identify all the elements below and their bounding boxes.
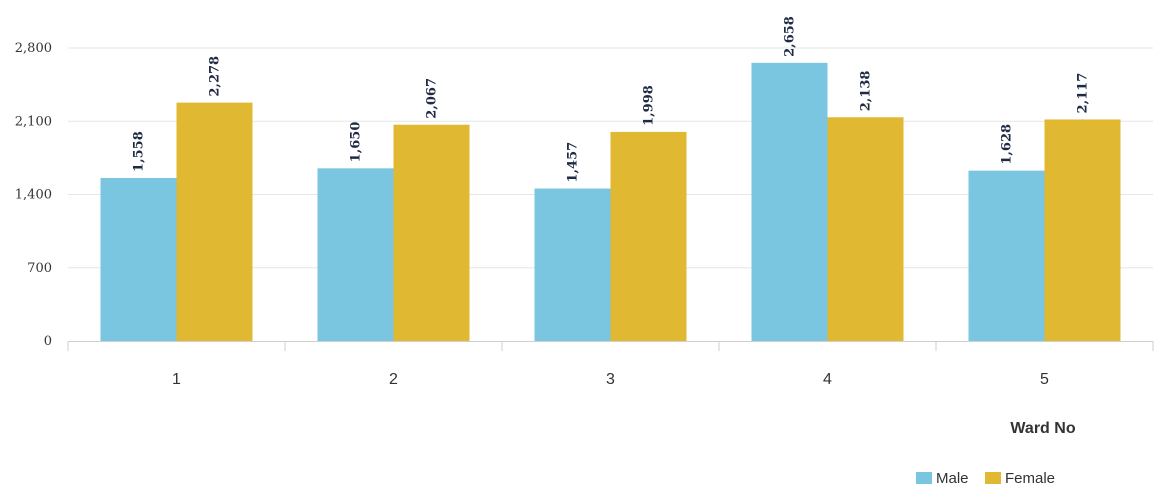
bar-female[interactable] xyxy=(1044,119,1121,341)
legend-swatch xyxy=(916,472,932,484)
data-label: 1,650 xyxy=(349,122,364,163)
x-tick-label: 1 xyxy=(172,371,181,388)
y-tick-label: 2,100 xyxy=(15,114,52,129)
legend-label: Female xyxy=(1005,470,1055,487)
x-axis: 1 2 3 4 5 xyxy=(67,341,1154,388)
bar-male[interactable] xyxy=(317,168,394,341)
data-label: 2,138 xyxy=(859,71,874,112)
x-tick-label: 3 xyxy=(606,371,615,388)
x-tick-label: 2 xyxy=(389,371,398,388)
bar-male[interactable] xyxy=(100,177,177,341)
bar-male[interactable] xyxy=(968,170,1045,341)
bar-male[interactable] xyxy=(751,62,828,342)
data-label: 1,998 xyxy=(642,85,657,126)
x-tick-label: 4 xyxy=(823,371,832,388)
legend-item-male[interactable]: Male xyxy=(916,470,969,487)
bar-male[interactable] xyxy=(534,188,611,341)
y-tick-label: 700 xyxy=(27,261,52,276)
bar-female[interactable] xyxy=(827,117,904,341)
data-label: 2,658 xyxy=(783,16,798,57)
data-label: 1,558 xyxy=(132,131,147,172)
data-labels: 1,558 2,278 1,650 2,067 1,457 1,998 2,658 2,138… xyxy=(132,16,1091,182)
y-tick-label: 0 xyxy=(44,334,52,349)
x-tick-label: 5 xyxy=(1040,371,1049,388)
y-tick-label: 1,400 xyxy=(15,188,52,203)
data-label: 1,457 xyxy=(566,142,581,183)
data-label: 2,278 xyxy=(208,56,223,97)
legend[interactable]: Male Female xyxy=(916,470,1055,487)
legend-item-female[interactable]: Female xyxy=(985,470,1055,487)
x-axis-title: Ward No xyxy=(1010,420,1075,437)
bar-female[interactable] xyxy=(393,124,470,341)
y-axis-ticks: 0 700 1,400 2,100 2,800 xyxy=(15,41,52,349)
data-label: 2,117 xyxy=(1076,73,1091,114)
data-label: 1,628 xyxy=(1000,124,1015,165)
bar-female[interactable] xyxy=(176,102,253,342)
y-tick-label: 2,800 xyxy=(15,41,52,56)
legend-label: Male xyxy=(936,470,969,487)
bar-female[interactable] xyxy=(610,131,687,341)
legend-swatch xyxy=(985,472,1001,484)
data-label: 2,067 xyxy=(425,78,440,119)
bars xyxy=(100,62,1121,342)
